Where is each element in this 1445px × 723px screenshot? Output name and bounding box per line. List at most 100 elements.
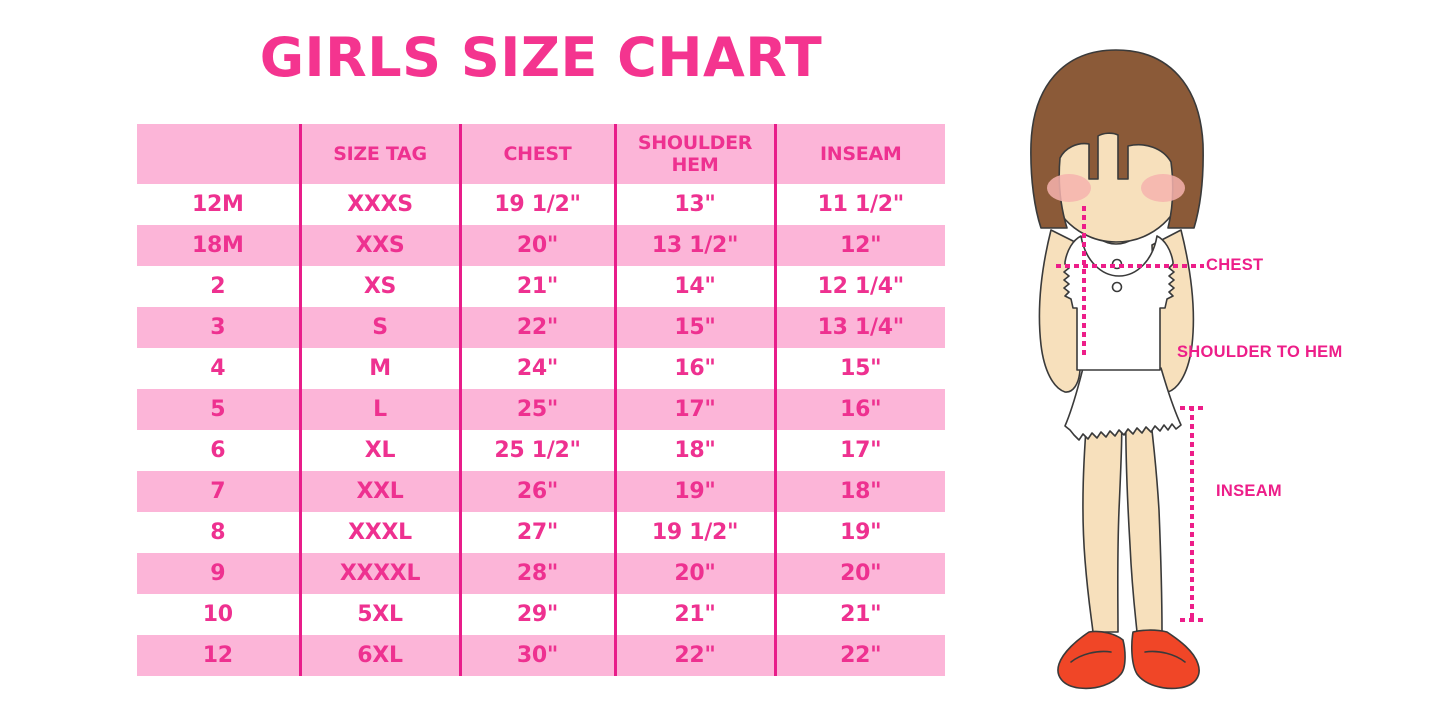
chest-measure-line xyxy=(1056,264,1204,268)
cell-size-tag: 6XL xyxy=(300,635,462,676)
table-row: 5 L 25" 17" 16" xyxy=(137,389,945,430)
cell-chest: 30" xyxy=(460,635,617,676)
cell-chest: 25" xyxy=(460,389,617,430)
cell-shoulder-hem: 13" xyxy=(615,184,777,225)
right-shoe-strap xyxy=(1144,650,1186,663)
callout-label-inseam: INSEAM xyxy=(1216,482,1282,500)
left-shoe xyxy=(1057,630,1126,690)
left-leg xyxy=(1082,389,1123,633)
column-header-shoulder-hem: SHOULDER HEM xyxy=(615,124,777,184)
cell-size-tag: L xyxy=(300,389,462,430)
inseam-measure-bracket xyxy=(1180,406,1204,622)
table-row: 12 6XL 30" 22" 22" xyxy=(137,635,945,676)
table-header-row: SIZE TAG CHEST SHOULDER HEM INSEAM xyxy=(137,124,945,184)
cell-size: 3 xyxy=(137,307,302,348)
cell-shoulder-hem: 17" xyxy=(615,389,777,430)
table-row: 10 5XL 29" 21" 21" xyxy=(137,594,945,635)
table-body: 12M XXXS 19 1/2" 13" 11 1/2" 18M XXS 20"… xyxy=(137,184,945,676)
cell-shoulder-hem: 21" xyxy=(615,594,777,635)
table-row: 3 S 22" 15" 13 1/4" xyxy=(137,307,945,348)
callout-label-shoulder-to-hem: SHOULDER TO HEM xyxy=(1177,343,1343,361)
top-garment xyxy=(1063,235,1175,371)
cell-size: 8 xyxy=(137,512,302,553)
bloomer xyxy=(1064,367,1182,441)
cell-inseam: 17" xyxy=(775,430,945,471)
cell-chest: 25 1/2" xyxy=(460,430,617,471)
cell-size: 18M xyxy=(137,225,302,266)
cell-size-tag: XXL xyxy=(300,471,462,512)
table-row: 7 XXL 26" 19" 18" xyxy=(137,471,945,512)
callout-label-chest: CHEST xyxy=(1206,256,1264,274)
shoulder-to-hem-measure-line xyxy=(1082,206,1086,359)
cell-shoulder-hem: 19" xyxy=(615,471,777,512)
cell-inseam: 15" xyxy=(775,348,945,389)
column-header-inseam: INSEAM xyxy=(775,124,945,184)
cell-inseam: 21" xyxy=(775,594,945,635)
table-header: SIZE TAG CHEST SHOULDER HEM INSEAM xyxy=(137,124,945,184)
cell-shoulder-hem: 19 1/2" xyxy=(615,512,777,553)
column-header-size xyxy=(137,124,302,184)
cell-chest: 24" xyxy=(460,348,617,389)
cell-inseam: 19" xyxy=(775,512,945,553)
cell-chest: 20" xyxy=(460,225,617,266)
size-chart-table-container: SIZE TAG CHEST SHOULDER HEM INSEAM 12M X… xyxy=(137,124,945,676)
page-title: GIRLS SIZE CHART xyxy=(259,26,823,89)
cell-size: 4 xyxy=(137,348,302,389)
cell-chest: 29" xyxy=(460,594,617,635)
cell-shoulder-hem: 14" xyxy=(615,266,777,307)
cell-inseam: 16" xyxy=(775,389,945,430)
column-header-size-tag: SIZE TAG xyxy=(300,124,462,184)
inseam-bracket-bottom-cap xyxy=(1180,618,1204,622)
cell-size: 7 xyxy=(137,471,302,512)
cell-inseam: 11 1/2" xyxy=(775,184,945,225)
cell-size: 12 xyxy=(137,635,302,676)
cell-chest: 26" xyxy=(460,471,617,512)
cell-inseam: 18" xyxy=(775,471,945,512)
column-header-chest: CHEST xyxy=(460,124,617,184)
table-row: 2 XS 21" 14" 12 1/4" xyxy=(137,266,945,307)
right-shoe xyxy=(1131,629,1200,690)
cell-shoulder-hem: 20" xyxy=(615,553,777,594)
table-row: 9 XXXXL 28" 20" 20" xyxy=(137,553,945,594)
cell-chest: 19 1/2" xyxy=(460,184,617,225)
cell-inseam: 20" xyxy=(775,553,945,594)
cell-size-tag: XL xyxy=(300,430,462,471)
cell-size: 9 xyxy=(137,553,302,594)
cell-chest: 27" xyxy=(460,512,617,553)
cell-chest: 28" xyxy=(460,553,617,594)
cell-size-tag: 5XL xyxy=(300,594,462,635)
hair xyxy=(1030,49,1204,229)
left-cheek xyxy=(1047,174,1091,202)
size-chart-table: SIZE TAG CHEST SHOULDER HEM INSEAM 12M X… xyxy=(137,124,945,676)
cell-size-tag: XXXXL xyxy=(300,553,462,594)
cell-size: 10 xyxy=(137,594,302,635)
cell-inseam: 13 1/4" xyxy=(775,307,945,348)
cell-shoulder-hem: 13 1/2" xyxy=(615,225,777,266)
cell-chest: 21" xyxy=(460,266,617,307)
cell-shoulder-hem: 16" xyxy=(615,348,777,389)
cell-size: 2 xyxy=(137,266,302,307)
cell-inseam: 22" xyxy=(775,635,945,676)
cell-inseam: 12" xyxy=(775,225,945,266)
button-lower xyxy=(1111,281,1123,293)
table-row: 4 M 24" 16" 15" xyxy=(137,348,945,389)
cell-size-tag: XXXS xyxy=(300,184,462,225)
right-cheek xyxy=(1141,174,1185,202)
left-shoe-strap xyxy=(1070,650,1112,663)
table-row: 18M XXS 20" 13 1/2" 12" xyxy=(137,225,945,266)
table-row: 12M XXXS 19 1/2" 13" 11 1/2" xyxy=(137,184,945,225)
inseam-bracket-line xyxy=(1190,406,1194,622)
cell-shoulder-hem: 15" xyxy=(615,307,777,348)
table-row: 8 XXXL 27" 19 1/2" 19" xyxy=(137,512,945,553)
cell-size-tag: S xyxy=(300,307,462,348)
cell-size: 6 xyxy=(137,430,302,471)
cell-size: 5 xyxy=(137,389,302,430)
cell-chest: 22" xyxy=(460,307,617,348)
girl-figure-illustration xyxy=(985,40,1230,700)
table-row: 6 XL 25 1/2" 18" 17" xyxy=(137,430,945,471)
cell-size-tag: XS xyxy=(300,266,462,307)
cell-size-tag: M xyxy=(300,348,462,389)
cell-shoulder-hem: 22" xyxy=(615,635,777,676)
cell-size: 12M xyxy=(137,184,302,225)
